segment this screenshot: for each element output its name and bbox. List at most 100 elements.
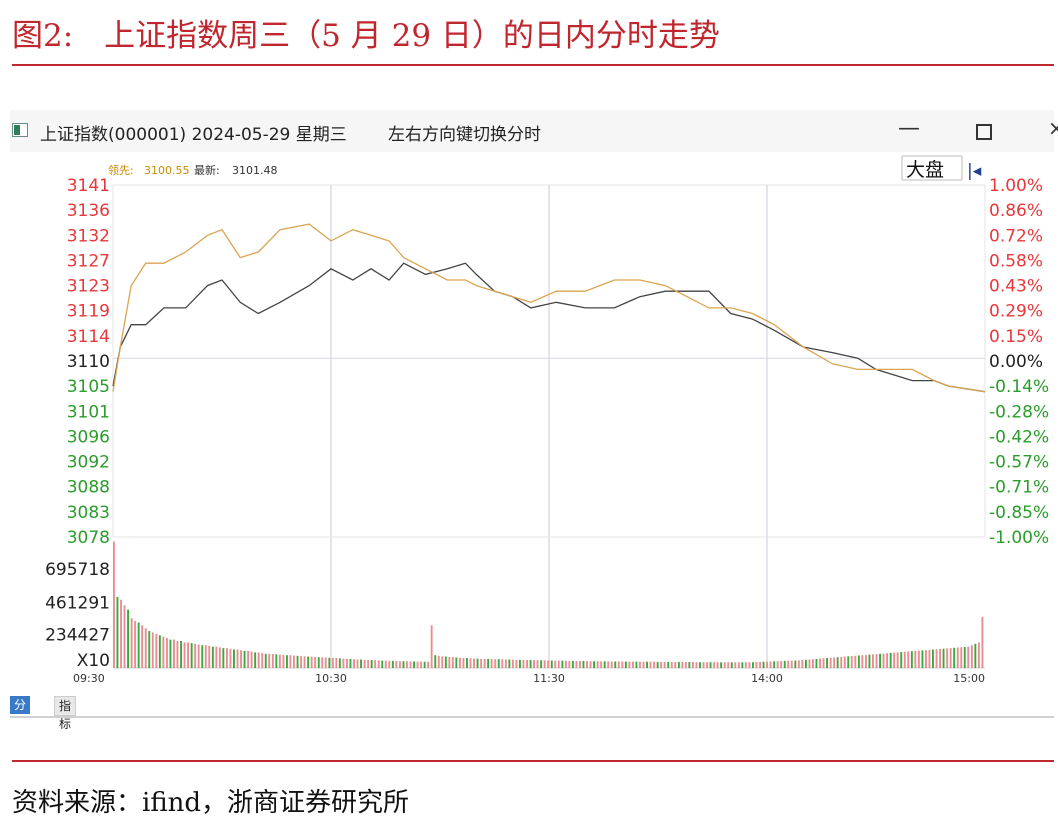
volume-bar xyxy=(194,643,197,668)
volume-bar xyxy=(624,661,627,668)
y-tick-label: 3141 xyxy=(67,176,110,196)
volume-bar xyxy=(783,660,786,668)
volume-bar xyxy=(466,658,468,668)
volume-bar xyxy=(370,660,373,668)
volume-bar xyxy=(910,651,913,668)
y2-tick-label: -0.71% xyxy=(989,478,1049,498)
volume-bar xyxy=(840,656,843,668)
y-tick-label: 3119 xyxy=(67,302,110,322)
dapan-button-label[interactable]: 大盘 xyxy=(906,159,944,181)
volume-bar xyxy=(752,662,754,668)
y2-tick-label: 0.15% xyxy=(989,327,1043,347)
volume-bar xyxy=(473,658,475,668)
volume-bar xyxy=(409,661,412,668)
collapse-arrow-icon[interactable]: |◂ xyxy=(967,161,982,181)
volume-bar xyxy=(815,658,818,668)
latest-label: 最新: xyxy=(194,163,220,177)
volume-bar xyxy=(120,599,122,668)
volume-bar xyxy=(338,658,341,668)
window-titlebar[interactable]: 上证指数(000001) 2024-05-29 星期三 左右方向键切换分时 — … xyxy=(10,110,1058,152)
volume-bar xyxy=(469,658,472,668)
volume-bar xyxy=(402,661,405,668)
volume-bar xyxy=(879,653,881,668)
volume-bar xyxy=(476,658,479,668)
volume-bar xyxy=(857,655,860,668)
volume-bar xyxy=(921,650,924,668)
volume-bar xyxy=(642,661,645,668)
volume-bar xyxy=(653,661,655,668)
volume-bar xyxy=(716,662,719,668)
volume-bar xyxy=(925,650,927,668)
y2-tick-label: -1.00% xyxy=(989,528,1049,548)
volume-bar xyxy=(776,661,779,668)
volume-bar xyxy=(695,662,698,668)
volume-bar xyxy=(970,645,973,668)
volume-bar xyxy=(819,658,821,668)
volume-bar xyxy=(889,652,892,668)
minimize-icon[interactable]: — xyxy=(898,116,920,141)
volume-bar xyxy=(448,656,451,668)
volume-bar xyxy=(734,662,737,668)
volume-bar xyxy=(310,656,313,668)
maximize-icon[interactable] xyxy=(976,124,992,140)
volume-bar xyxy=(875,654,878,668)
volume-bar xyxy=(377,660,380,668)
quote-window: 上证指数(000001) 2024-05-29 星期三 左右方向键切换分时 — … xyxy=(10,110,1058,748)
volume-bar xyxy=(688,662,691,668)
volume-bar xyxy=(621,661,624,668)
volume-bar xyxy=(808,659,811,668)
volume-bar xyxy=(268,653,271,668)
volume-bar xyxy=(261,653,264,668)
y2-tick-label: 0.43% xyxy=(989,277,1043,297)
volume-bars xyxy=(113,541,984,668)
volume-bar xyxy=(773,661,776,668)
volume-bar xyxy=(681,662,684,668)
volume-bar xyxy=(353,659,355,668)
volume-bar xyxy=(494,659,497,668)
tab-indicator[interactable]: 指标 xyxy=(54,696,77,731)
volume-bar xyxy=(833,657,836,668)
volume-bar xyxy=(646,661,648,668)
volume-bar xyxy=(342,658,345,668)
volume-bar xyxy=(236,649,239,668)
volume-bar xyxy=(201,645,204,668)
volume-bar xyxy=(218,647,221,668)
volume-bar xyxy=(801,660,804,668)
x-tick-label: 14:00 xyxy=(751,672,783,685)
volume-bar xyxy=(674,662,677,668)
volume-bar xyxy=(596,661,599,668)
volume-bar xyxy=(204,645,207,668)
volume-bar xyxy=(282,654,285,668)
volume-bar xyxy=(240,650,242,668)
volume-bar xyxy=(391,660,394,668)
figure-title: 图2: 上证指数周三（5 月 29 日）的日内分时走势 xyxy=(12,18,720,54)
volume-bar xyxy=(903,651,906,668)
volume-bar xyxy=(836,657,839,668)
volume-bar xyxy=(843,656,846,668)
volume-bar xyxy=(706,662,708,668)
volume-bar xyxy=(183,642,186,668)
y-tick-label: 3123 xyxy=(67,277,110,297)
y2-tick-label: -0.85% xyxy=(989,503,1049,523)
volume-bar xyxy=(151,632,154,668)
y2-tick-label: -0.57% xyxy=(989,453,1049,473)
y2-tick-label: -0.42% xyxy=(989,427,1049,447)
y-tick-label: 3078 xyxy=(67,528,110,548)
volume-bar xyxy=(896,652,899,668)
y2-tick-label: 1.00% xyxy=(989,176,1043,196)
volume-bar xyxy=(155,633,158,668)
volume-bar xyxy=(865,654,867,668)
volume-bar xyxy=(617,661,620,668)
tab-volume[interactable]: 分时量 xyxy=(10,696,31,748)
volume-bar xyxy=(197,644,200,668)
volume-bar xyxy=(307,656,310,668)
volume-bar xyxy=(847,656,850,668)
volume-bar xyxy=(939,648,941,668)
volume-bar xyxy=(826,658,828,668)
volume-bar xyxy=(384,660,387,668)
dapan-button[interactable] xyxy=(901,155,963,181)
volume-bar xyxy=(522,659,525,668)
volume-bar xyxy=(381,660,384,668)
volume-bar xyxy=(437,655,440,668)
close-icon[interactable]: × xyxy=(1048,116,1058,140)
